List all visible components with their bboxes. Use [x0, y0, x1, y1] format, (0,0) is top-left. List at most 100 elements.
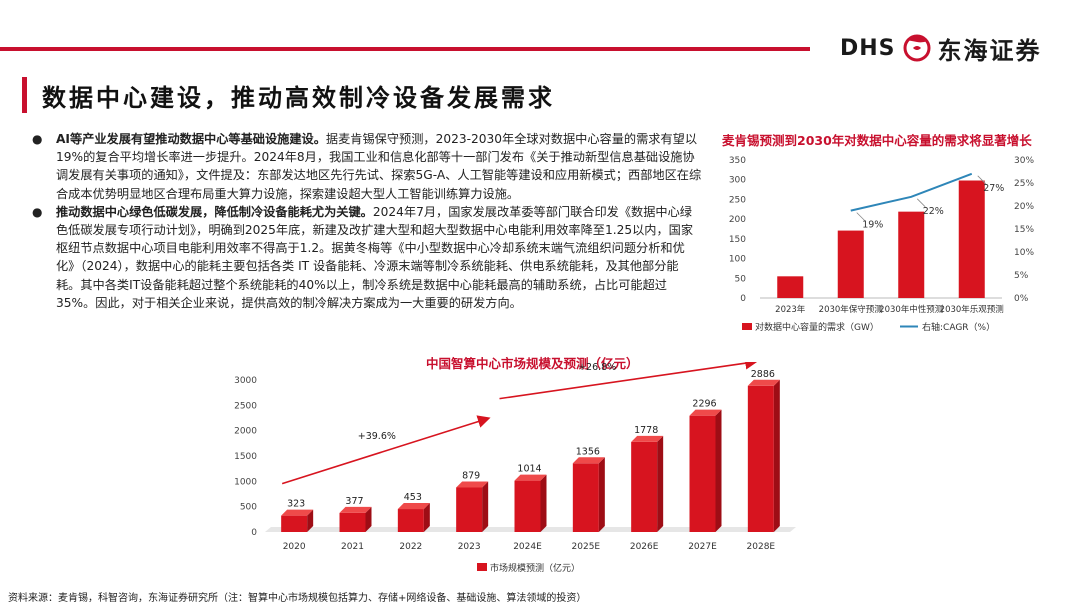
dragon-logo-icon [903, 34, 931, 62]
growth-arrow [499, 362, 759, 400]
bullet-item: ● AI等产业发展有望推动数据中心等基础设施建设。据麦肯锡保守预测，2023-2… [22, 130, 702, 203]
bar-data-label: 453 [404, 492, 422, 503]
cagr-data-label: 22% [923, 206, 944, 217]
x-tick-label: 2024E [513, 542, 542, 552]
bar-data-label: 323 [287, 499, 305, 510]
bar-side [365, 506, 372, 532]
x-tick-label: 2025E [572, 542, 601, 552]
y-tick-label: 300 [729, 176, 746, 186]
x-tick-label: 2028E [747, 542, 776, 552]
x-tick-label: 2026E [630, 542, 659, 552]
y-tick-label: 0 [251, 528, 257, 538]
company-logo: DHS 东海证券 [840, 30, 1042, 66]
y-tick-label: 100 [729, 255, 746, 265]
y2-tick-label: 30% [1014, 156, 1034, 166]
data-label-leader [856, 212, 866, 221]
bar [397, 509, 424, 532]
bullet-item: ● 推动数据中心绿色低碳发展，降低制冷设备能耗尤为关键。2024年7月，国家发展… [22, 203, 702, 312]
bar-top [631, 435, 664, 442]
chart1-title: 麦肯锡预测到2030年对数据中心容量的需求将显著增长 [722, 133, 1032, 148]
bar-top [747, 379, 780, 386]
x-tick-label: 2030年保守预测 [819, 304, 883, 315]
logo-chinese-name: 东海证券 [937, 36, 1042, 65]
bar-top [689, 409, 722, 416]
x-tick-label: 2030年中性预测 [879, 304, 943, 315]
y-tick-label: 500 [240, 503, 257, 513]
bar-side [598, 457, 605, 532]
bar [747, 385, 774, 532]
bar-side [715, 409, 722, 532]
bar [689, 415, 716, 532]
bar [572, 463, 599, 532]
bullet-heading: 推动数据中心绿色低碳发展，降低制冷设备能耗尤为关键。 [56, 204, 373, 219]
y2-tick-label: 15% [1014, 225, 1034, 235]
growth-annotation: +39.6% [358, 431, 396, 442]
legend-bar-label: 市场规模预测（亿元） [490, 562, 580, 574]
market-size-chart: 0 500 1000 1500 2000 2500 3000 323 2020 377 2021 45… [234, 362, 796, 574]
bar-data-label: 1014 [517, 464, 541, 475]
y-tick-label: 2500 [234, 401, 257, 411]
bar-data-label: 2886 [751, 369, 775, 380]
legend-bar-label: 对数据中心容量的需求（GW） [755, 321, 879, 333]
bullet-dot-icon: ● [32, 132, 43, 146]
x-tick-label: 2030年乐观预测 [940, 304, 1004, 315]
y2-tick-label: 0% [1014, 294, 1029, 304]
cagr-line [850, 172, 973, 212]
bar [958, 180, 985, 298]
legend-bar-swatch [742, 323, 752, 330]
x-tick-label: 2027E [688, 542, 717, 552]
cagr-data-label: 19% [862, 220, 883, 231]
y-tick-label: 200 [729, 215, 746, 225]
chart2-title: 中国智算中心市场规模及预测（亿元） [426, 356, 639, 371]
legend-bar-swatch [477, 563, 487, 571]
logo-text: DHS [840, 35, 896, 61]
bar-side [657, 435, 664, 532]
y-tick-label: 1000 [234, 477, 257, 487]
bar-top [572, 457, 605, 464]
y-tick-label: 2000 [234, 427, 257, 437]
y2-tick-label: 20% [1014, 202, 1034, 212]
y-tick-label: 150 [729, 235, 746, 245]
bullet-text: 据麦肯锡保守预测，2023-2030年全球对数据中心容量的需求有望以19%的复合… [56, 132, 702, 201]
cagr-data-label: 27% [983, 183, 1004, 194]
bar-side [307, 509, 314, 532]
bar-side [773, 379, 780, 532]
bar-data-label: 879 [462, 470, 480, 481]
bar [339, 512, 366, 532]
x-tick-label: 2023年 [775, 304, 806, 315]
bar-side [423, 503, 430, 532]
x-tick-label: 2022 [399, 542, 422, 552]
bar [456, 487, 483, 532]
x-tick-label: 2020 [283, 542, 306, 552]
bar-side [482, 481, 489, 532]
bar-data-label: 1356 [576, 446, 600, 457]
bar-top [281, 509, 314, 516]
bar-side [540, 474, 547, 532]
bar-top [456, 481, 489, 488]
bar-data-label: 1778 [634, 425, 658, 436]
y-tick-label: 250 [729, 195, 746, 205]
header-accent-bar [0, 47, 810, 51]
bar-data-label: 2296 [692, 399, 716, 410]
x-tick-label: 2021 [341, 542, 364, 552]
bar-data-label: 377 [345, 496, 363, 507]
growth-annotation: +26.8% [578, 362, 616, 373]
y2-tick-label: 10% [1014, 248, 1034, 258]
bar [898, 211, 925, 298]
y-tick-label: 350 [729, 156, 746, 166]
page-title: 数据中心建设，推动高效制冷设备发展需求 [42, 84, 555, 112]
growth-arrow [281, 415, 491, 485]
y-tick-label: 1500 [234, 452, 257, 462]
y2-tick-label: 5% [1014, 271, 1029, 281]
y-tick-label: 3000 [234, 376, 257, 386]
source-note: 资料来源：麦肯锡，科智咨询，东海证券研究所（注：智算中心市场规模包括算力、存储+… [8, 593, 587, 604]
bar-top [514, 474, 547, 481]
bar [281, 515, 308, 532]
data-label-leader [977, 175, 987, 185]
bullet-heading: AI等产业发展有望推动数据中心等基础设施建设。 [56, 132, 326, 146]
bullet-dot-icon: ● [32, 204, 43, 219]
bullet-text: 2024年7月，国家发展改革委等部门联合印发《数据中心绿色低碳发展专项行动计划》… [56, 204, 694, 310]
bar-top [339, 506, 372, 513]
legend-line-label: 右轴:CAGR（%） [922, 321, 995, 333]
bar [777, 276, 804, 298]
